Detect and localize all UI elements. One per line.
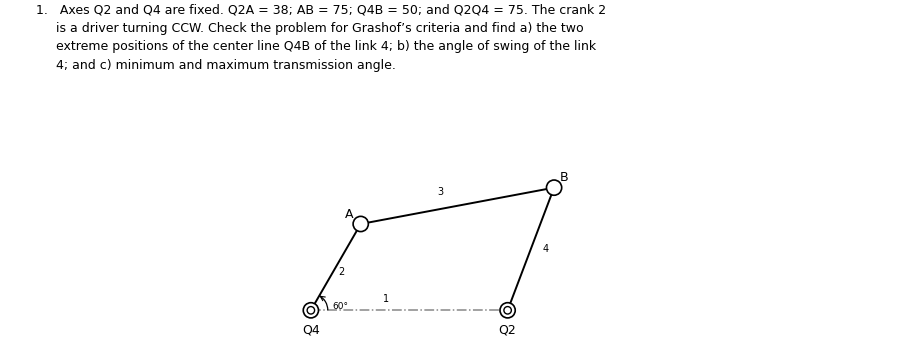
Text: A: A	[344, 208, 353, 221]
Text: 1: 1	[383, 294, 388, 304]
Text: 60°: 60°	[332, 302, 348, 311]
Text: Q2: Q2	[499, 324, 516, 337]
Circle shape	[353, 216, 369, 232]
Text: 4: 4	[542, 244, 549, 254]
Text: 1.   Axes Q2 and Q4 are fixed. Q2A = 38; AB = 75; Q4B = 50; and Q2Q4 = 75. The c: 1. Axes Q2 and Q4 are fixed. Q2A = 38; A…	[36, 3, 606, 72]
Text: 2: 2	[339, 267, 344, 277]
Text: 3: 3	[437, 187, 443, 197]
Circle shape	[504, 307, 512, 314]
Text: Q4: Q4	[302, 324, 320, 337]
Circle shape	[304, 303, 318, 318]
Circle shape	[500, 303, 515, 318]
Circle shape	[547, 180, 561, 195]
Circle shape	[307, 307, 314, 314]
Text: B: B	[560, 171, 569, 184]
